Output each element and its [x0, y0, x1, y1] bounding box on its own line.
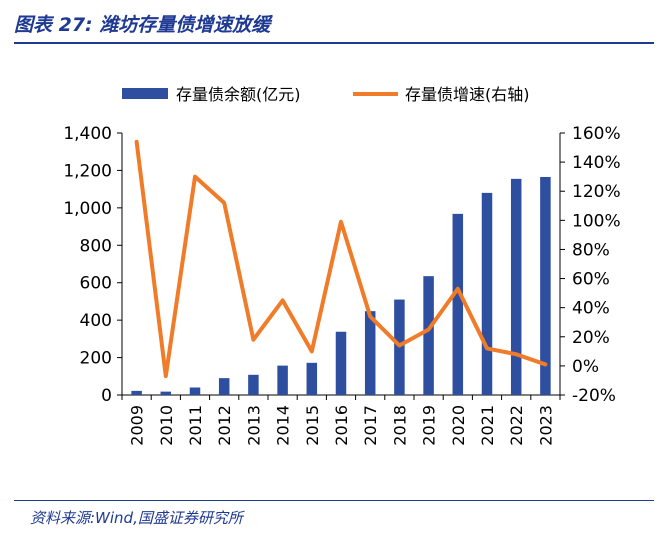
line-series: [134, 139, 548, 379]
left-axis-tick-label: 0: [101, 386, 112, 406]
x-axis-tick-label: 2019: [420, 405, 439, 446]
left-axis-tick-label: 800: [80, 236, 112, 256]
combo-chart: 存量债余额(亿元) 存量债增速(右轴) 0 200 400 600 800 1,000 1,…: [63, 85, 620, 446]
left-axis-tick-label: 600: [80, 274, 112, 294]
bar-series: [131, 176, 551, 395]
left-axis-tick-label: 1,200: [63, 161, 112, 181]
bar: [131, 390, 142, 395]
bar: [364, 311, 376, 395]
legend-bar-label: 存量债余额(亿元): [176, 85, 301, 104]
right-axis-tick-label: 0%: [572, 357, 599, 377]
legend-line-label: 存量债增速(右轴): [405, 85, 530, 104]
x-axis-tick-label: 2009: [128, 405, 147, 446]
left-axis-tick-label: 200: [80, 349, 112, 369]
bar: [277, 365, 288, 395]
right-axis-tick-label: 40%: [572, 299, 610, 319]
source-note: 资料来源:Wind,国盛证券研究所: [30, 509, 243, 527]
x-axis-tick-label: 2011: [186, 405, 205, 446]
left-axis-tick-label: 1,000: [63, 199, 112, 219]
x-axis-tick-label: 2023: [536, 405, 555, 446]
right-axis-tick-label: 120%: [572, 182, 621, 202]
bar: [189, 387, 201, 395]
legend-bar-swatch: [122, 88, 168, 99]
x-axis-tick-label: 2017: [361, 405, 380, 446]
source-divider: [14, 500, 654, 501]
right-axis-tick-label: 80%: [572, 240, 610, 260]
x-axis-tick-label: 2013: [244, 405, 263, 446]
bar: [335, 331, 347, 395]
bar: [306, 362, 318, 395]
bar: [160, 391, 172, 395]
x-axis-tick-label: 2014: [274, 405, 293, 446]
bar: [481, 192, 493, 395]
x-axis-tick-label: 2015: [303, 405, 322, 446]
x-axis-tick-label: 2010: [157, 405, 176, 446]
bar: [423, 276, 434, 395]
right-axis-tick-label: 20%: [572, 328, 610, 348]
x-axis-tick-label: 2012: [215, 405, 234, 446]
x-axis-tick-label: 2018: [390, 405, 409, 446]
x-axis-tick-label: 2021: [478, 405, 497, 446]
right-axis-tick-label: -20%: [572, 386, 616, 406]
x-axis-tick-label: 2020: [449, 405, 468, 446]
title-divider: [14, 42, 654, 44]
chart-axes: 0 200 400 600 800 1,000 1,200 1,400 -20% 0% 20% 40%…: [63, 124, 620, 446]
bar: [452, 213, 464, 395]
figure-title: 图表 27: 潍坊存量债增速放缓: [14, 14, 271, 36]
right-axis-tick-label: 140%: [572, 153, 621, 173]
x-axis-tick-label: 2022: [507, 405, 526, 446]
left-axis-tick-label: 400: [80, 311, 112, 331]
right-axis-tick-label: 100%: [572, 211, 621, 231]
chart-legend: 存量债余额(亿元) 存量债增速(右轴): [122, 85, 530, 104]
right-axis-tick-label: 60%: [572, 270, 610, 290]
bar: [218, 378, 230, 395]
x-axis-tick-label: 2016: [332, 405, 351, 446]
chart-container: 存量债余额(亿元) 存量债增速(右轴) 0 200 400 600 800 1,000 1,…: [0, 60, 669, 500]
bar: [510, 178, 522, 395]
bar: [248, 374, 259, 395]
right-axis-tick-label: 160%: [572, 124, 621, 144]
bar: [540, 176, 551, 395]
left-axis-tick-label: 1,400: [63, 124, 112, 144]
